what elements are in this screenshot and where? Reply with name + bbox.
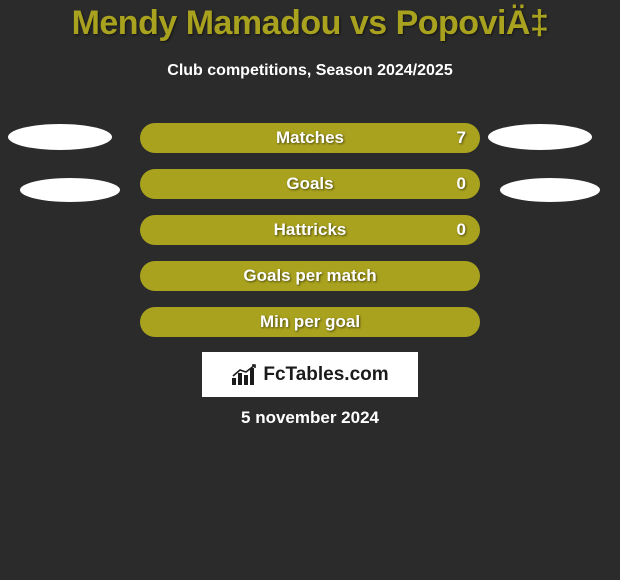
stat-bar: Goals per match — [140, 261, 480, 291]
bar-chart-icon — [231, 364, 259, 386]
stat-bar-label: Hattricks — [140, 215, 480, 245]
player-oval — [500, 178, 600, 202]
page-title: Mendy Mamadou vs PopoviÄ‡ — [0, 4, 620, 43]
player-oval — [8, 124, 112, 150]
stat-bar: Hattricks0 — [140, 215, 480, 245]
stat-bar: Goals0 — [140, 169, 480, 199]
date-line: 5 november 2024 — [0, 408, 620, 428]
stat-bar: Matches7 — [140, 123, 480, 153]
fctables-logo: FcTables.com — [231, 364, 388, 386]
player-oval — [488, 124, 592, 150]
stat-bar-value: 7 — [457, 123, 466, 153]
stat-bar-value: 0 — [457, 169, 466, 199]
stat-bar-label: Goals per match — [140, 261, 480, 291]
stat-bar-label: Min per goal — [140, 307, 480, 337]
stat-bar-label: Goals — [140, 169, 480, 199]
comparison-infographic: Mendy Mamadou vs PopoviÄ‡ Club competiti… — [0, 0, 620, 580]
stat-bar: Min per goal — [140, 307, 480, 337]
stat-bar-value: 0 — [457, 215, 466, 245]
logo-box: FcTables.com — [202, 352, 418, 397]
logo-text: FcTables.com — [263, 364, 388, 386]
subtitle: Club competitions, Season 2024/2025 — [0, 62, 620, 80]
player-oval — [20, 178, 120, 202]
stat-bar-label: Matches — [140, 123, 480, 153]
